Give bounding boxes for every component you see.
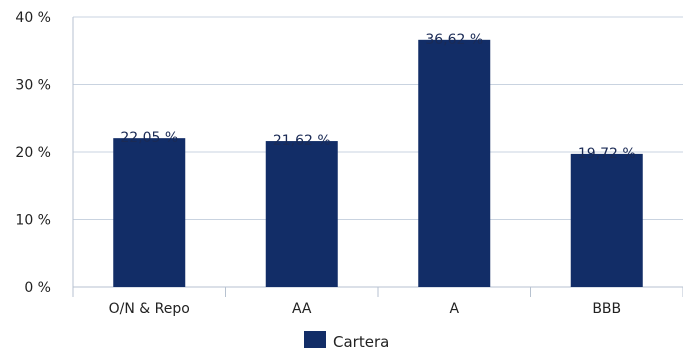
bar: [571, 154, 643, 287]
legend-swatch: [304, 331, 326, 348]
x-tick-label: AA: [292, 301, 312, 317]
bar: [113, 138, 185, 287]
bar-series: [113, 40, 643, 287]
legend-label: Cartera: [333, 333, 389, 348]
bar-data-label: 22,05 %: [120, 130, 178, 146]
x-tick-label: A: [449, 301, 459, 317]
bar-data-label: 36,62 %: [425, 32, 483, 48]
x-axis: O/N & Repo AA A BBB: [73, 287, 683, 317]
y-axis: 0 % 10 % 20 % 30 % 40 %: [15, 10, 73, 296]
x-tick-label: BBB: [592, 301, 621, 317]
y-tick-label: 20 %: [15, 145, 51, 161]
bar: [266, 141, 338, 287]
bar-data-label: 19,72 %: [578, 146, 636, 162]
data-labels: 22,05 % 21,62 % 36,62 % 19,72 %: [120, 32, 635, 162]
x-tick-label: O/N & Repo: [109, 301, 190, 317]
y-tick-label: 40 %: [15, 10, 51, 26]
bar-data-label: 21,62 %: [273, 133, 331, 149]
y-tick-label: 30 %: [15, 78, 51, 94]
y-tick-label: 0 %: [24, 280, 51, 296]
bar: [418, 40, 490, 287]
y-tick-label: 10 %: [15, 213, 51, 229]
legend: Cartera: [304, 331, 389, 348]
